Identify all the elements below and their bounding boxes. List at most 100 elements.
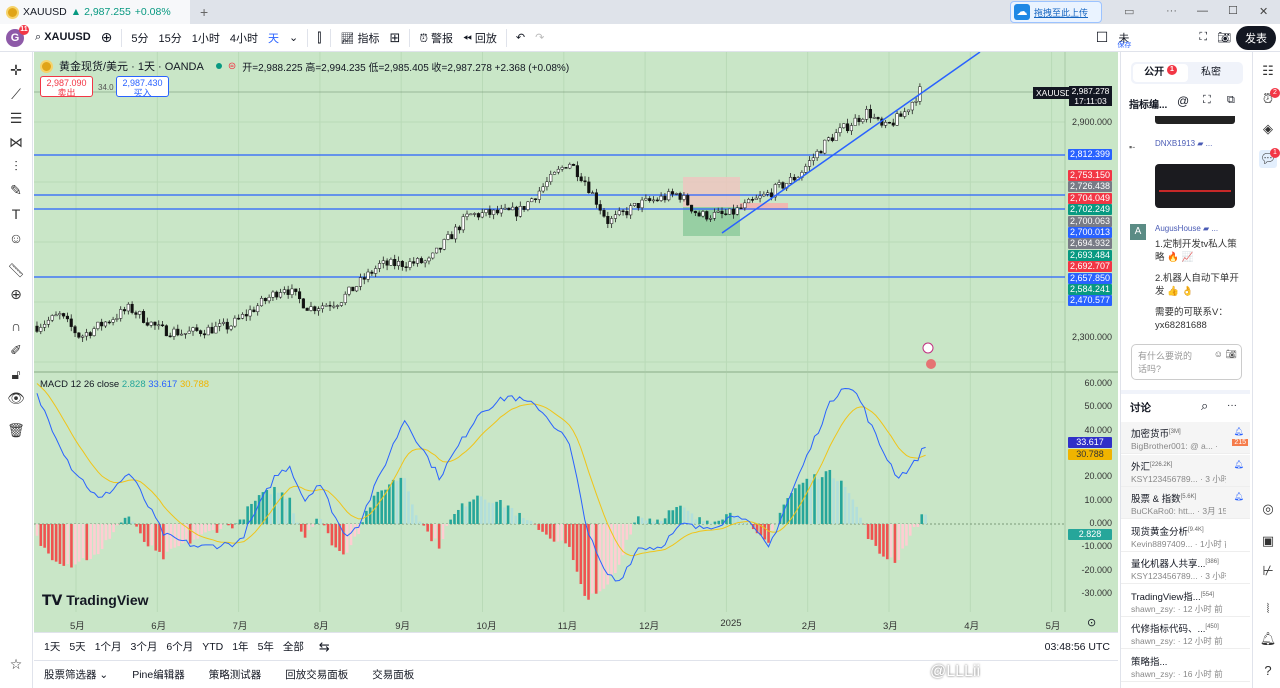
lock-icon[interactable]: 🔓︎ [11,366,21,382]
chart-canvas[interactable] [34,52,1118,632]
indicators-button[interactable]: 📈︎ 指标 [340,32,380,45]
range-6m[interactable]: 6个月 [166,641,194,653]
tab-pine-editor[interactable]: Pine编辑器 [132,669,185,681]
interval-15m[interactable]: 15分 [158,32,182,45]
utc-clock[interactable]: 03:48:56 UTC [1044,640,1110,653]
tab-public[interactable]: 公开 1 [1133,64,1188,82]
redo-icon[interactable]: ↷ [535,32,545,44]
range-1d[interactable]: 1天 [44,641,61,653]
chat-room-item[interactable]: 策略指... shawn_zsy: · 16 小时 前 [1121,650,1250,682]
chat-room-item[interactable]: 代修指标代码、...[450] shawn_zsy: · 12 小时 前 [1121,617,1250,649]
undo-icon[interactable]: ↶ [515,32,526,44]
new-tab-button[interactable]: + [200,4,209,20]
chat-room-item[interactable]: 加密货币[3M]BigBrother001: @ a... · 刚刚🔔︎215 [1121,422,1250,454]
alarm-clock-icon[interactable]: ⏰︎ 2 [1259,88,1280,108]
alert-button[interactable]: ⏰︎ 警报 [419,32,454,45]
publish-button[interactable]: 发表 [1236,25,1276,50]
interval-5m[interactable]: 5分 [131,32,149,45]
candle [625,211,629,216]
interval-1d[interactable]: 天 [268,32,280,45]
brush-icon[interactable]: ✎ [10,182,22,198]
tab-screener[interactable]: 股票筛选器 ⌄ [44,669,109,681]
sell-button[interactable]: 2,987.090 卖出 [40,76,93,98]
save-status[interactable]: 未保存 [1117,32,1132,49]
layers-icon[interactable]: ◈ [1263,121,1273,136]
chart-area[interactable] [34,52,1118,632]
mention-icon[interactable]: @ [1177,94,1190,108]
search-icon[interactable]: ⌕ [1201,398,1209,413]
goto-date-icon[interactable]: ⇆ [318,638,330,654]
calendar-icon[interactable]: ▣ [1261,533,1275,548]
chat-room-item[interactable]: 外汇[226.2K]KSY123456789... · 3 小时 前🔔︎ [1121,454,1250,487]
fullscreen-icon[interactable]: ⛶ [1199,31,1208,43]
more-icon[interactable]: ··· [1227,400,1237,411]
maximize-button[interactable]: ☐ [1228,5,1238,17]
symbol-search[interactable]: ⌕ XAUUSD [35,31,91,43]
replay-button[interactable]: ⏪︎ 回放 [463,32,497,45]
range-all[interactable]: 全部 [282,641,304,653]
bell-icon[interactable]: 🔔︎ [1233,427,1244,436]
chart-tab[interactable]: XAUUSD ▲ 2,987.255 +0.08% [0,0,190,24]
notification-bell-icon[interactable]: 🔔︎ [1259,631,1277,646]
chat-icon[interactable]: 💬︎ 1 [1259,148,1280,168]
more-button[interactable]: ··· [1166,5,1177,17]
watchlist-icon[interactable]: ☷ [1262,63,1274,78]
post-image[interactable] [1155,116,1235,124]
popout-icon[interactable]: ⧉ [1227,94,1235,106]
zoom-in-icon[interactable]: ⊕ [10,286,22,302]
upload-popup[interactable]: ☁ 拖拽至此上传 [1010,1,1102,23]
interval-dropdown-icon[interactable]: ⌄ [289,32,299,44]
horizontal-lines-icon[interactable]: ☰ [9,110,23,126]
text-tool-icon[interactable]: T [11,206,21,222]
trash-icon[interactable]: 🗑︎ [7,422,25,438]
trendline-icon[interactable]: ⟋ [11,86,21,102]
device-icon[interactable]: ▭ [1124,6,1135,18]
post-username[interactable]: DNXB1913 ▰ ... [1155,139,1213,148]
bell-icon[interactable]: 🔔︎ [1233,459,1244,469]
tab-replay-trading[interactable]: 回放交易面板 [285,669,349,681]
expand-icon[interactable]: ⛶ [1203,94,1211,106]
user-avatar[interactable]: G 11 [6,24,29,47]
chat-room-item[interactable]: 股票 & 指数[5.6K] BuCKaRo0: htt... · 3月 15 🔔︎ [1121,487,1250,519]
tab-trading-panel[interactable]: 交易面板 [372,669,415,681]
pattern-icon[interactable]: ⋈ [9,134,23,150]
post-chart-image[interactable] [1155,164,1235,208]
tab-strategy-tester[interactable]: 策略测试器 [208,669,262,681]
range-5d[interactable]: 5天 [69,641,86,653]
range-ytd[interactable]: YTD [202,640,224,653]
tab-private[interactable]: 私密 [1201,67,1221,78]
buy-button[interactable]: 2,987.430 买入 [116,76,169,98]
minimize-button[interactable]: — [1197,5,1208,17]
compare-symbol-button[interactable]: ⊕ [100,29,113,45]
checkbox-icon[interactable]: ☐ [1095,29,1109,45]
lock-drawing-icon[interactable]: ✐ [10,342,22,358]
camera-icon[interactable]: 📷︎ [1217,32,1231,44]
close-window-button[interactable]: ✕ [1259,6,1269,18]
range-3m[interactable]: 3个月 [130,641,158,653]
watchlist-star-icon[interactable]: ☆ [9,656,23,672]
eye-icon[interactable]: 👁︎ [7,390,25,406]
position-tool-icon[interactable]: ⫶ [14,158,18,174]
chat-room-item[interactable]: 量化机器人共享...[386]KSY123456789... · 3 小时 前 [1121,552,1250,584]
post-username[interactable]: AugusHouse ▰ ... [1155,224,1219,233]
settings-icon[interactable]: ⊙ [1087,617,1097,629]
target-icon[interactable]: ◎ [1262,501,1274,516]
help-icon[interactable]: ? [1264,663,1272,678]
ruler-icon[interactable]: 📏︎ [7,262,25,278]
interval-4h[interactable]: 4小时 [229,32,259,45]
layout-grid-icon[interactable]: ⊞ [389,29,401,45]
interval-1h[interactable]: 1小时 [191,32,220,45]
crosshair-icon[interactable]: ✛ [10,62,22,78]
magnet-icon[interactable]: ∩ [10,318,22,334]
range-5y[interactable]: 5年 [257,641,274,653]
chat-room-item[interactable]: TradingView指...[554] shawn_zsy: · 12 小时 前 [1121,585,1250,617]
chart-line-icon[interactable]: ⊬ [1262,563,1274,578]
emoji-icon[interactable]: ☺ [8,230,24,246]
bell-icon[interactable]: 🔔︎ [1233,492,1244,501]
range-1m[interactable]: 1个月 [94,641,122,653]
chat-input[interactable]: 有什么要说的话吗? ☺ 📷︎ [1131,344,1242,380]
candle-type-icon[interactable]: ⫿ [317,29,322,45]
range-1y[interactable]: 1年 [232,641,249,653]
chat-room-item[interactable]: 现货黄金分析[9.4K] Kevin8897409... · 1小时 前 [1121,520,1250,552]
feed-icon[interactable]: ⦚ [1266,601,1270,616]
